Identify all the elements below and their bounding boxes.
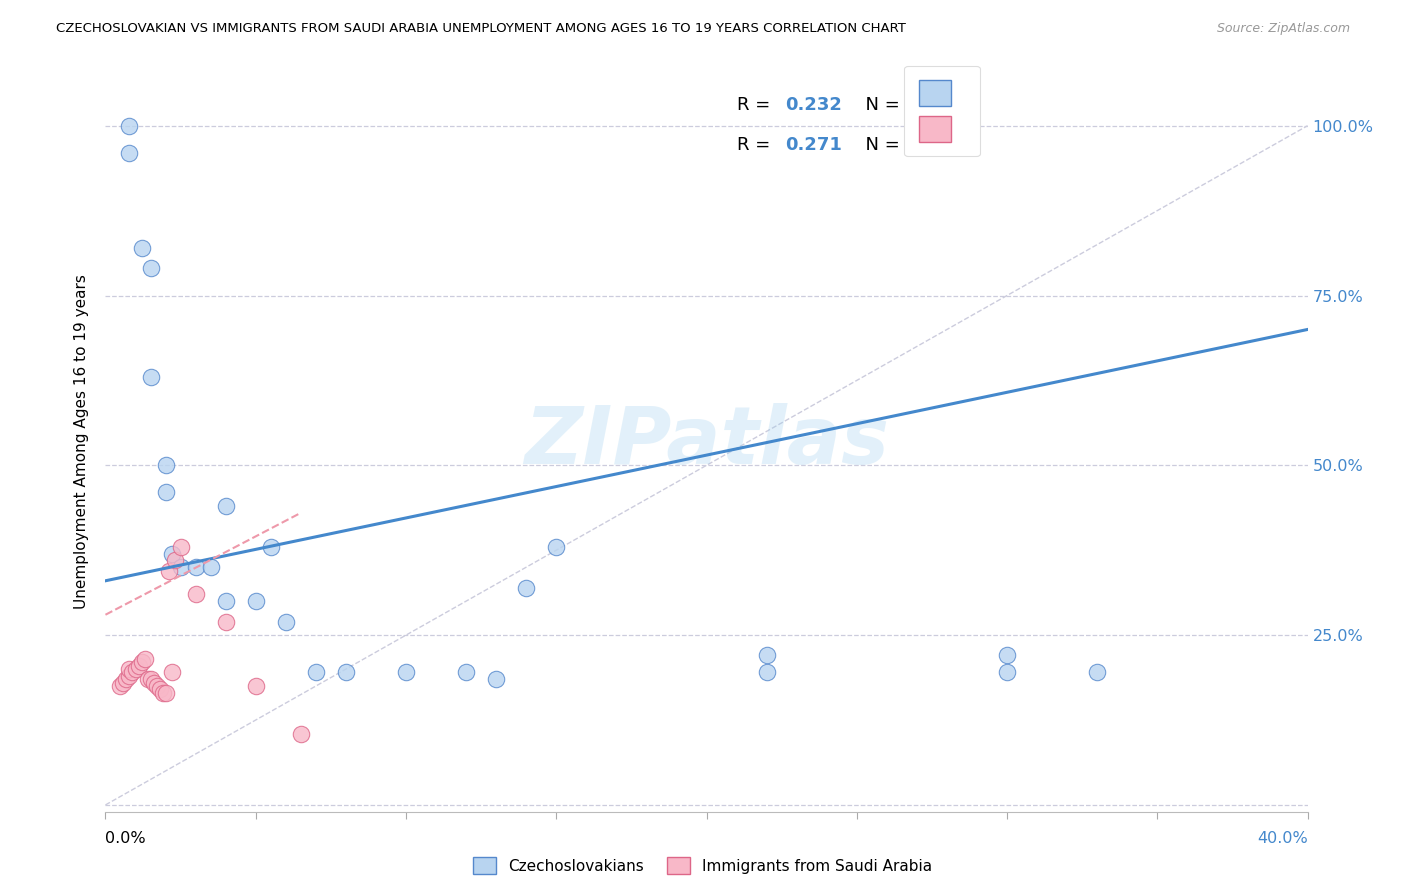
Point — [118, 669, 141, 683]
Point — [245, 594, 267, 608]
Point — [152, 686, 174, 700]
Point — [110, 679, 132, 693]
Text: N =: N = — [855, 136, 905, 154]
Point — [118, 662, 141, 676]
Point — [184, 587, 207, 601]
Text: N =: N = — [855, 95, 905, 113]
Point — [335, 665, 357, 680]
Point — [139, 261, 162, 276]
Point — [184, 560, 207, 574]
Point — [145, 679, 167, 693]
Point — [995, 648, 1018, 663]
Text: CZECHOSLOVAKIAN VS IMMIGRANTS FROM SAUDI ARABIA UNEMPLOYMENT AMONG AGES 16 TO 19: CZECHOSLOVAKIAN VS IMMIGRANTS FROM SAUDI… — [56, 22, 905, 36]
Point — [155, 485, 177, 500]
Text: 28: 28 — [908, 95, 934, 113]
Point — [163, 553, 186, 567]
Point — [155, 458, 177, 473]
Point — [142, 675, 165, 690]
Point — [515, 581, 537, 595]
Point — [118, 145, 141, 160]
Point — [1085, 665, 1108, 680]
Point — [131, 655, 153, 669]
Point — [121, 665, 143, 680]
Point — [755, 648, 778, 663]
Point — [305, 665, 328, 680]
Point — [160, 665, 183, 680]
Point — [139, 370, 162, 384]
Point — [128, 658, 150, 673]
Point — [157, 564, 180, 578]
Y-axis label: Unemployment Among Ages 16 to 19 years: Unemployment Among Ages 16 to 19 years — [75, 274, 90, 609]
Point — [118, 119, 141, 133]
Point — [395, 665, 418, 680]
Point — [139, 673, 162, 687]
Point — [274, 615, 297, 629]
Point — [134, 652, 156, 666]
Text: ZIPatlas: ZIPatlas — [524, 402, 889, 481]
Point — [148, 682, 170, 697]
Point — [136, 673, 159, 687]
Point — [214, 615, 236, 629]
Text: Source: ZipAtlas.com: Source: ZipAtlas.com — [1216, 22, 1350, 36]
Point — [115, 673, 138, 687]
Point — [160, 547, 183, 561]
Legend: , : , — [904, 66, 980, 156]
Point — [454, 665, 477, 680]
Text: 40.0%: 40.0% — [1257, 831, 1308, 846]
Point — [214, 499, 236, 513]
Point — [755, 665, 778, 680]
Point — [124, 662, 146, 676]
Text: 0.271: 0.271 — [785, 136, 842, 154]
Point — [200, 560, 222, 574]
Text: 0.0%: 0.0% — [105, 831, 146, 846]
Text: 0.232: 0.232 — [785, 95, 842, 113]
Point — [131, 241, 153, 255]
Point — [290, 726, 312, 740]
Point — [112, 675, 135, 690]
Point — [169, 560, 191, 574]
Point — [214, 594, 236, 608]
Point — [245, 679, 267, 693]
Point — [485, 673, 508, 687]
Point — [260, 540, 283, 554]
Text: R =: R = — [737, 136, 776, 154]
Legend: Czechoslovakians, Immigrants from Saudi Arabia: Czechoslovakians, Immigrants from Saudi … — [467, 851, 939, 880]
Text: R =: R = — [737, 95, 776, 113]
Point — [995, 665, 1018, 680]
Point — [546, 540, 568, 554]
Text: 25: 25 — [908, 136, 934, 154]
Point — [155, 686, 177, 700]
Point — [169, 540, 191, 554]
